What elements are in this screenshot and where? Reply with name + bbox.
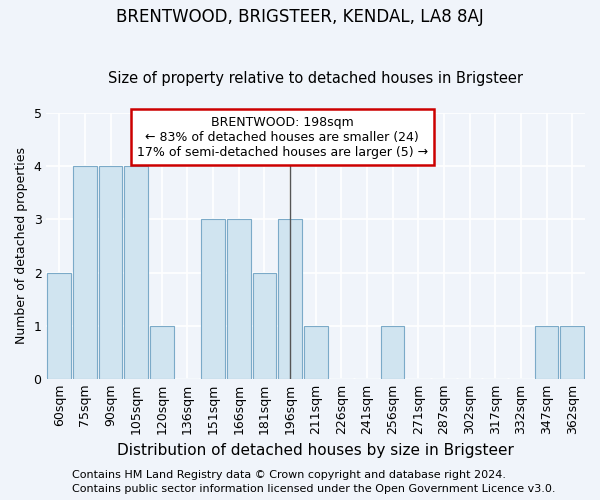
Bar	[535, 326, 559, 379]
Y-axis label: Number of detached properties: Number of detached properties	[15, 148, 28, 344]
Bar	[253, 272, 276, 379]
Bar	[150, 326, 173, 379]
Bar	[202, 220, 225, 379]
Bar	[304, 326, 328, 379]
Bar	[124, 166, 148, 379]
Bar	[381, 326, 404, 379]
Text: BRENTWOOD, BRIGSTEER, KENDAL, LA8 8AJ: BRENTWOOD, BRIGSTEER, KENDAL, LA8 8AJ	[116, 8, 484, 26]
Bar	[560, 326, 584, 379]
Title: Size of property relative to detached houses in Brigsteer: Size of property relative to detached ho…	[108, 70, 523, 86]
Bar	[73, 166, 97, 379]
Bar	[227, 220, 251, 379]
X-axis label: Distribution of detached houses by size in Brigsteer: Distribution of detached houses by size …	[117, 442, 514, 458]
Bar	[47, 272, 71, 379]
Text: Contains HM Land Registry data © Crown copyright and database right 2024.
Contai: Contains HM Land Registry data © Crown c…	[72, 470, 556, 494]
Text: BRENTWOOD: 198sqm
← 83% of detached houses are smaller (24)
17% of semi-detached: BRENTWOOD: 198sqm ← 83% of detached hous…	[137, 116, 428, 158]
Bar	[99, 166, 122, 379]
Bar	[278, 220, 302, 379]
